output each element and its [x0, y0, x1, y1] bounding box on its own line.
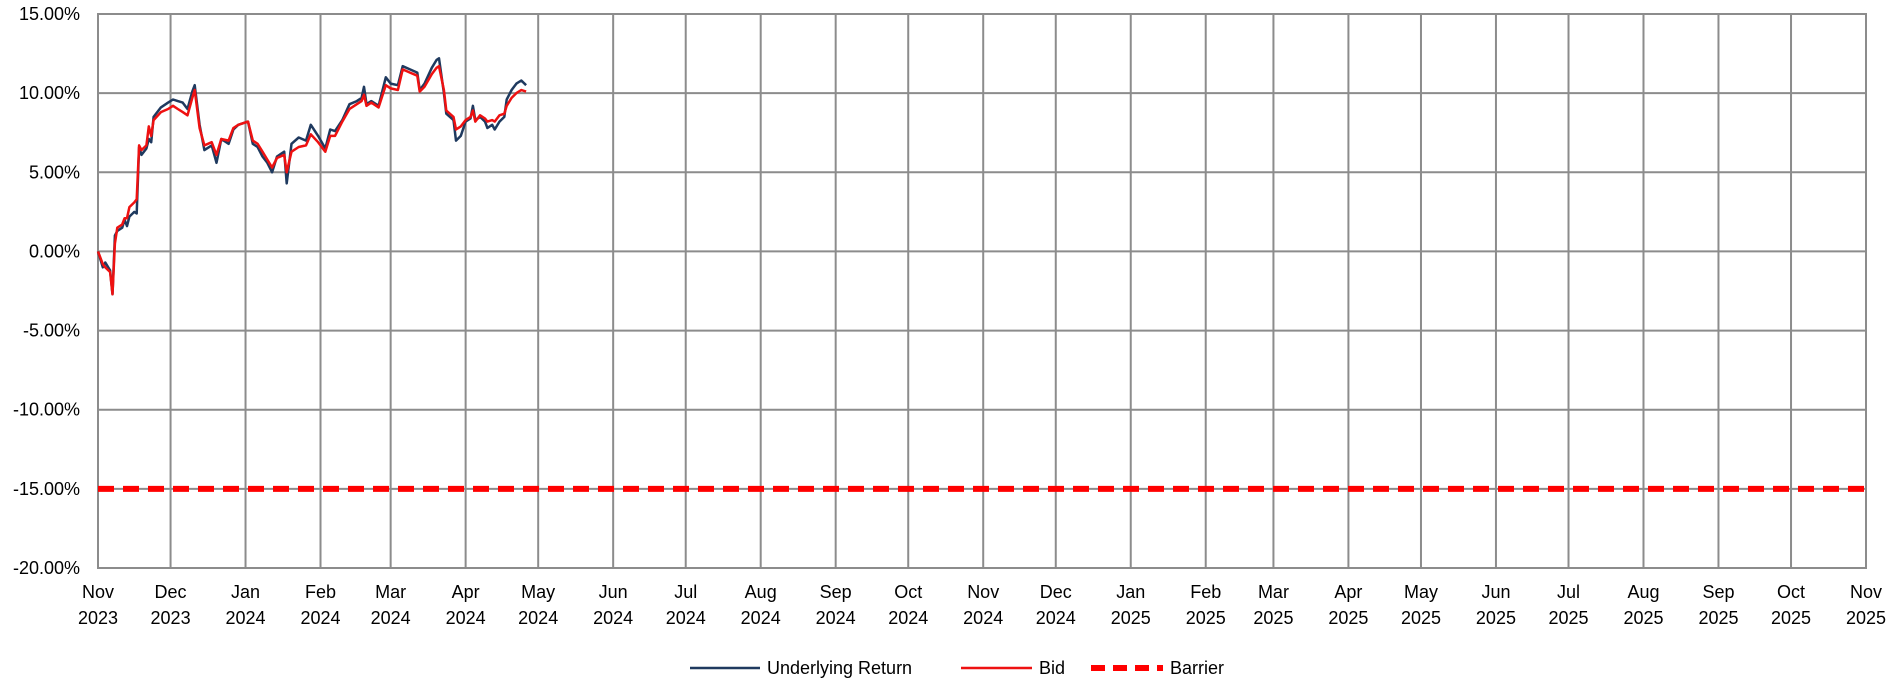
x-tick-year-label: 2023: [151, 608, 191, 628]
x-tick-month-label: Jul: [1557, 582, 1580, 602]
x-tick-month-label: May: [1404, 582, 1438, 602]
x-tick-year-label: 2023: [78, 608, 118, 628]
grid-lines: [97, 13, 1867, 569]
y-tick-label: -5.00%: [23, 321, 80, 341]
x-tick-month-label: May: [521, 582, 555, 602]
x-tick-year-label: 2025: [1186, 608, 1226, 628]
y-tick-label: -15.00%: [13, 479, 80, 499]
x-tick-year-label: 2025: [1253, 608, 1293, 628]
plot-area-border: [97, 13, 1867, 569]
x-tick-month-label: Jan: [1116, 582, 1145, 602]
x-tick-month-label: Sep: [1702, 582, 1734, 602]
x-tick-month-label: Oct: [1777, 582, 1805, 602]
x-tick-month-label: Sep: [820, 582, 852, 602]
y-tick-label: -10.00%: [13, 400, 80, 420]
x-axis-tick-labels: Nov 2023 Dec 2023 Jan 2024 Feb 2024 Mar 2024 Apr 20…: [78, 582, 1886, 628]
x-tick-month-label: Aug: [1627, 582, 1659, 602]
x-tick-year-label: 2024: [816, 608, 856, 628]
x-tick-year-label: 2025: [1111, 608, 1151, 628]
y-tick-label: 15.00%: [19, 4, 80, 24]
y-tick-label: -20.00%: [13, 558, 80, 578]
legend-label: Underlying Return: [767, 658, 912, 678]
x-tick-year-label: 2024: [371, 608, 411, 628]
x-tick-year-label: 2024: [741, 608, 781, 628]
series-lines: [96, 57, 1866, 492]
x-tick-year-label: 2025: [1401, 608, 1441, 628]
x-tick-month-label: Aug: [745, 582, 777, 602]
y-axis-tick-labels: 15.00% 10.00% 5.00% 0.00% -5.00% -10.00% -15.0…: [13, 4, 80, 578]
y-tick-label: 10.00%: [19, 83, 80, 103]
x-tick-month-label: Feb: [305, 582, 336, 602]
x-tick-year-label: 2024: [963, 608, 1003, 628]
x-tick-year-label: 2025: [1846, 608, 1886, 628]
x-tick-year-label: 2025: [1623, 608, 1663, 628]
x-tick-year-label: 2025: [1476, 608, 1516, 628]
x-tick-month-label: Jul: [674, 582, 697, 602]
x-tick-year-label: 2024: [1036, 608, 1076, 628]
x-tick-year-label: 2024: [888, 608, 928, 628]
x-tick-month-label: Oct: [894, 582, 922, 602]
x-tick-month-label: Apr: [1334, 582, 1362, 602]
x-tick-month-label: Dec: [155, 582, 187, 602]
y-tick-label: 5.00%: [29, 162, 80, 182]
x-tick-month-label: Jun: [599, 582, 628, 602]
underlying-return-series-line: [96, 57, 527, 296]
x-tick-month-label: Apr: [452, 582, 480, 602]
legend-label: Bid: [1039, 658, 1065, 678]
x-tick-month-label: Nov: [1850, 582, 1882, 602]
x-tick-year-label: 2025: [1328, 608, 1368, 628]
x-tick-year-label: 2024: [300, 608, 340, 628]
x-tick-year-label: 2025: [1771, 608, 1811, 628]
legend: Underlying Return Bid Barrier: [690, 658, 1224, 678]
y-tick-label: 0.00%: [29, 241, 80, 261]
x-tick-year-label: 2025: [1698, 608, 1738, 628]
x-tick-year-label: 2024: [226, 608, 266, 628]
x-tick-month-label: Mar: [375, 582, 406, 602]
x-tick-month-label: Nov: [82, 582, 114, 602]
legend-label: Barrier: [1170, 658, 1224, 678]
bid-series-line: [96, 64, 527, 296]
x-tick-year-label: 2024: [666, 608, 706, 628]
x-tick-month-label: Jun: [1481, 582, 1510, 602]
x-tick-month-label: Nov: [967, 582, 999, 602]
x-tick-year-label: 2025: [1548, 608, 1588, 628]
x-tick-year-label: 2024: [593, 608, 633, 628]
x-tick-month-label: Feb: [1190, 582, 1221, 602]
x-tick-month-label: Mar: [1258, 582, 1289, 602]
x-tick-month-label: Dec: [1040, 582, 1072, 602]
x-tick-year-label: 2024: [518, 608, 558, 628]
x-tick-month-label: Jan: [231, 582, 260, 602]
x-tick-year-label: 2024: [446, 608, 486, 628]
